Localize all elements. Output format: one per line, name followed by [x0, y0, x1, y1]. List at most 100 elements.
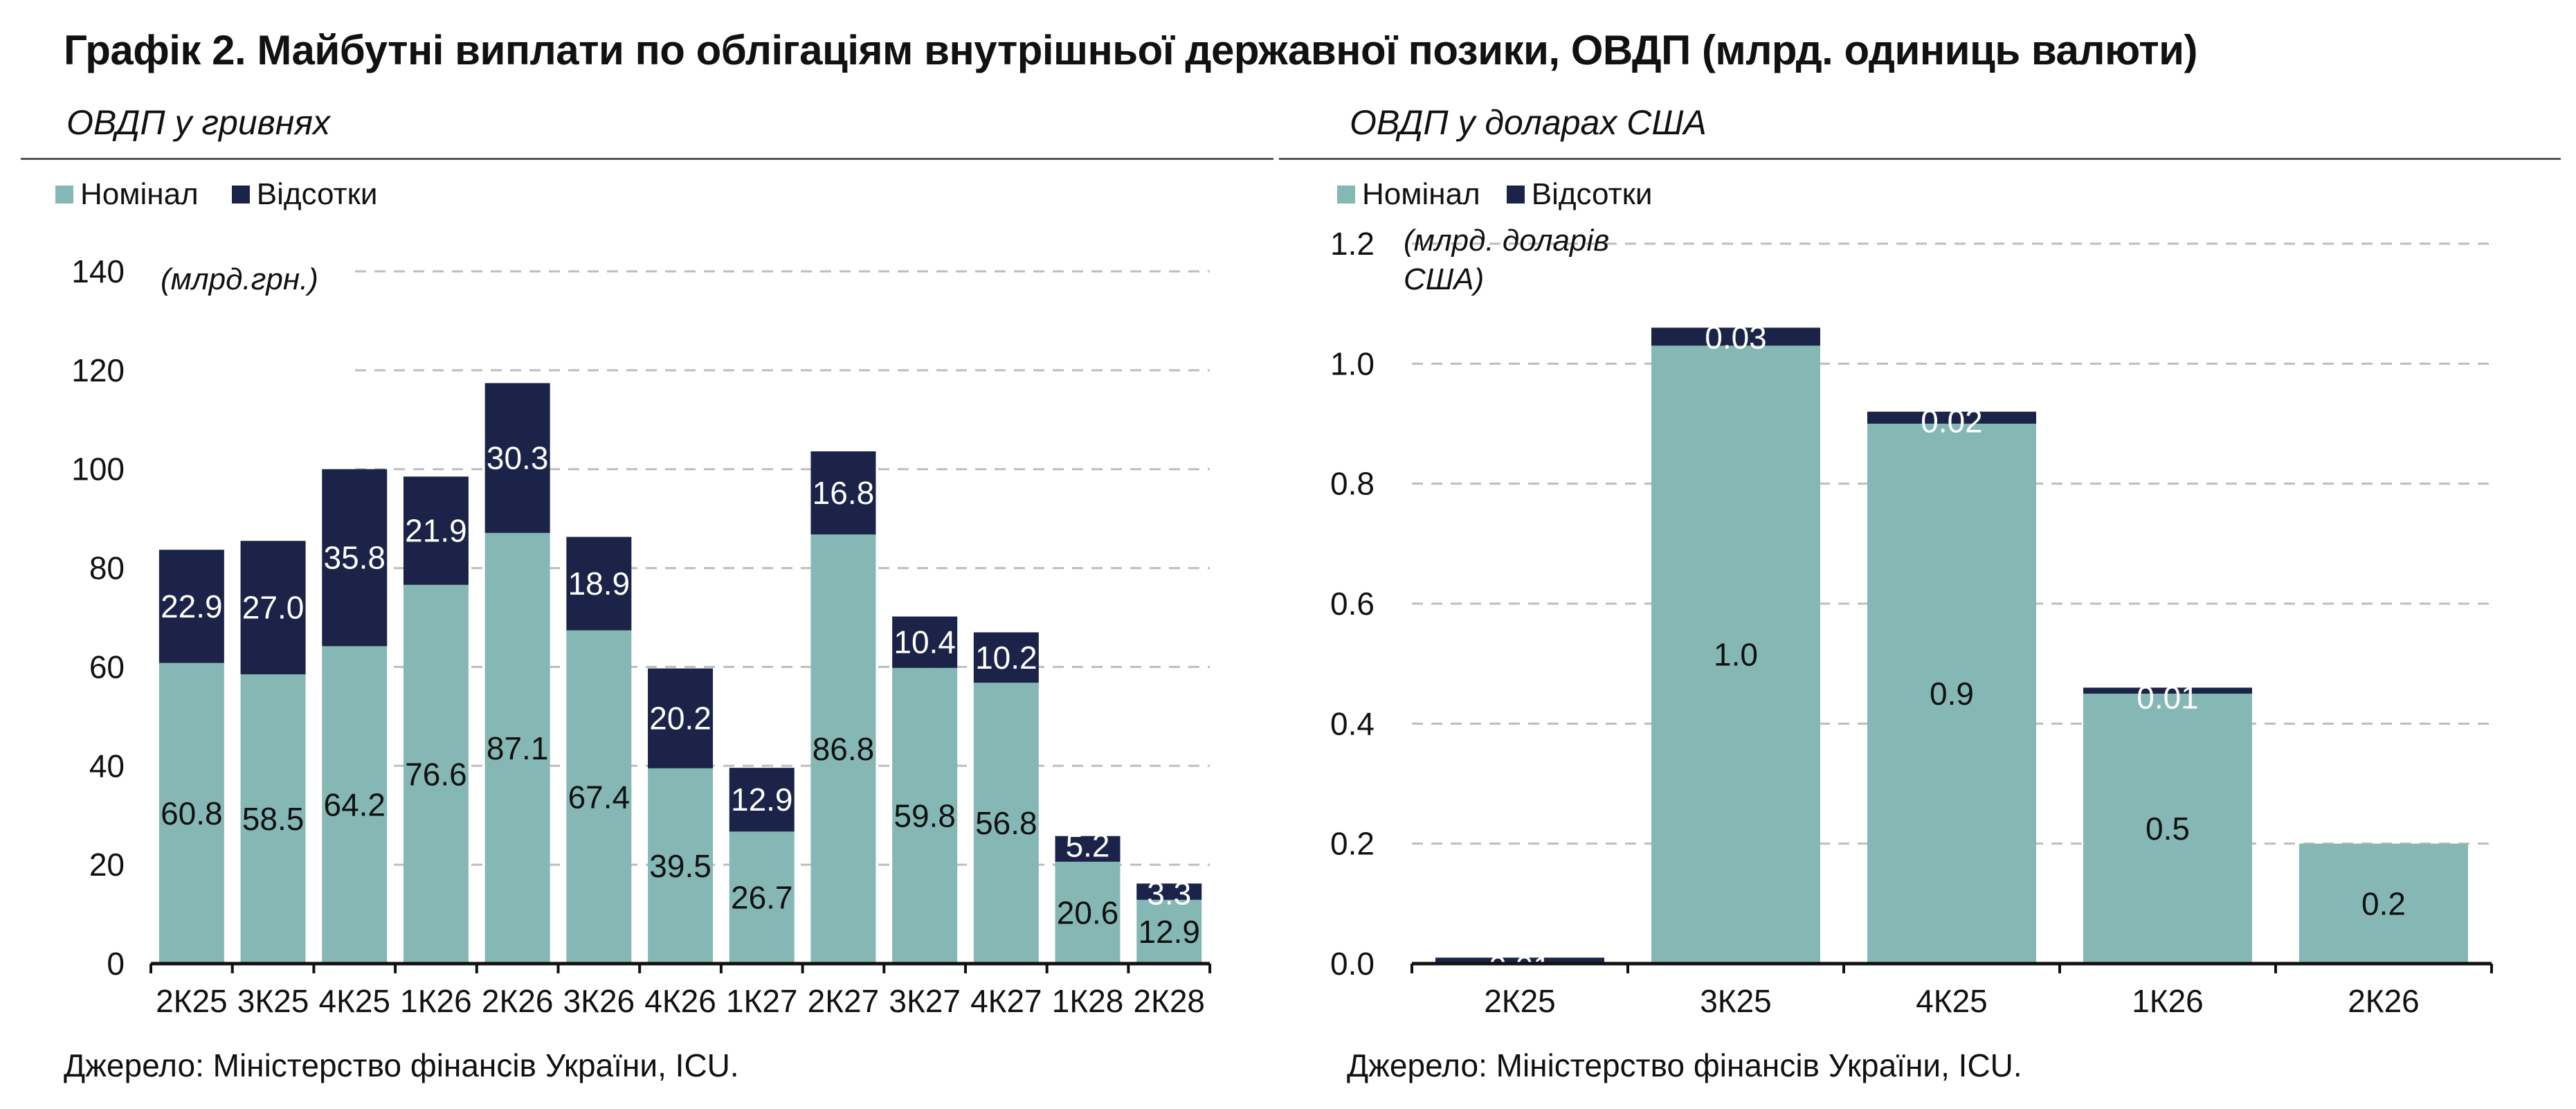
data-label-interest: 0.01 [2137, 679, 2199, 715]
y-tick-label: 60 [89, 649, 125, 685]
bar-interest [1055, 836, 1121, 862]
right-chart-subtitle: ОВДП у доларах США [1350, 103, 1707, 142]
data-label-interest: 27.0 [242, 590, 305, 626]
x-tick-label: 3К27 [889, 983, 961, 1019]
figure-title: Графік 2. Майбутні виплати по облігаціям… [64, 27, 2197, 73]
bar-nominal [729, 831, 795, 964]
y-tick-label: 100 [71, 451, 125, 487]
data-label-nominal: 56.8 [975, 805, 1037, 841]
bar-interest [240, 541, 306, 675]
bar-interest [484, 383, 550, 533]
right-chart-rule [1279, 158, 2561, 160]
data-label-nominal: 67.4 [568, 779, 631, 815]
x-tick-label: 4К25 [318, 983, 390, 1019]
bar-nominal [1867, 424, 2036, 964]
y-tick-label: 20 [89, 847, 125, 883]
x-tick-label: 2К25 [1484, 983, 1556, 1019]
legend-item-nominal: Номінал [55, 177, 199, 212]
bar-interest [322, 469, 388, 647]
data-label-interest: 0.03 [1705, 319, 1767, 355]
bar-interest [973, 632, 1039, 683]
legend-label-nominal: Номінал [1362, 177, 1480, 211]
bar-nominal [566, 630, 632, 964]
bar-nominal [2083, 694, 2252, 964]
data-label-nominal: 26.7 [731, 880, 793, 916]
right-chart-source: Джерело: Міністерство фінансів України, … [1347, 1047, 2022, 1083]
left-chart-source: Джерело: Міністерство фінансів України, … [64, 1047, 739, 1083]
data-label-nominal: 0.5 [2146, 811, 2190, 847]
bar-nominal [484, 532, 550, 964]
y-unit-label: США) [1404, 262, 1484, 296]
y-tick-label: 140 [71, 253, 125, 289]
y-tick-label: 1.2 [1330, 226, 1375, 262]
data-label-nominal: 12.9 [1138, 914, 1200, 950]
data-label-nominal: 0.2 [2361, 885, 2406, 921]
x-tick-label: 4К26 [644, 983, 716, 1019]
y-unit-label: (млрд.грн.) [161, 262, 318, 296]
bar-interest [729, 768, 795, 832]
bar-interest [648, 668, 714, 768]
x-tick-label: 2К25 [156, 983, 228, 1019]
data-label-interest: 20.2 [649, 701, 711, 737]
y-tick-label: 1.0 [1330, 345, 1375, 381]
bar-interest [566, 537, 632, 631]
y-tick-label: 0.4 [1330, 705, 1375, 741]
data-label-interest: 0.02 [1921, 404, 1983, 440]
data-label-interest: 21.9 [405, 513, 467, 549]
legend-swatch-interest [1506, 186, 1525, 204]
bar-nominal [648, 768, 714, 964]
x-tick-label: 2К28 [1133, 983, 1205, 1019]
bar-interest [892, 616, 958, 668]
y-tick-label: 0 [107, 946, 125, 982]
bar-interest [2083, 687, 2252, 694]
x-tick-label: 1К28 [1052, 983, 1124, 1019]
y-tick-label: 80 [89, 550, 125, 586]
x-tick-label: 1К26 [400, 983, 472, 1019]
bar-nominal [973, 683, 1039, 964]
left-chart-legend: Номінал Відсотки [55, 177, 411, 212]
bar-nominal [2299, 843, 2468, 964]
bar-interest [403, 476, 469, 585]
bar-interest [1435, 957, 1604, 964]
legend-item-interest: Відсотки [231, 177, 378, 212]
data-label-nominal: 76.6 [405, 756, 467, 792]
data-label-interest: 16.8 [813, 475, 875, 511]
bar-interest [810, 451, 876, 534]
bar-nominal [1651, 345, 1820, 964]
data-label-nominal: 59.8 [894, 797, 956, 833]
data-label-interest: 10.2 [975, 640, 1037, 676]
bar-interest [1136, 883, 1202, 900]
legend-label-interest: Відсотки [256, 177, 378, 211]
bar-interest [1867, 411, 2036, 424]
data-label-interest: 22.9 [161, 588, 223, 624]
x-tick-label: 3К26 [563, 983, 635, 1019]
x-tick-label: 4К25 [1916, 983, 1988, 1019]
data-label-interest: 30.3 [487, 440, 549, 476]
data-label-nominal: 86.8 [813, 731, 875, 767]
left-chart-subtitle: ОВДП у гривнях [66, 103, 330, 142]
data-label-interest: 0.01 [1489, 949, 1551, 985]
data-label-nominal: 60.8 [161, 795, 223, 831]
y-tick-label: 120 [71, 352, 125, 388]
y-tick-label: 0.8 [1330, 466, 1375, 502]
x-tick-label: 2К26 [482, 983, 554, 1019]
x-tick-label: 1К27 [726, 983, 798, 1019]
legend-swatch-nominal [55, 186, 73, 204]
left-chart-rule [21, 158, 1273, 160]
x-tick-label: 4К27 [970, 983, 1042, 1019]
x-tick-label: 3К25 [237, 983, 309, 1019]
legend-item-interest: Відсотки [1506, 177, 1653, 212]
data-label-interest: 5.2 [1066, 828, 1110, 864]
bar-interest [158, 550, 224, 663]
bar-nominal [240, 674, 306, 964]
bar-nominal [810, 534, 876, 964]
bar-interest [1651, 327, 1820, 346]
data-label-nominal: 1.0 [1714, 637, 1758, 673]
legend-swatch-nominal [1337, 186, 1355, 204]
data-label-nominal: 0.9 [1930, 676, 1974, 712]
data-label-nominal: 20.6 [1057, 894, 1119, 930]
y-tick-label: 0.6 [1330, 586, 1375, 622]
x-tick-label: 2К27 [808, 983, 880, 1019]
y-tick-label: 0.0 [1330, 946, 1375, 982]
x-tick-label: 2К26 [2348, 983, 2420, 1019]
